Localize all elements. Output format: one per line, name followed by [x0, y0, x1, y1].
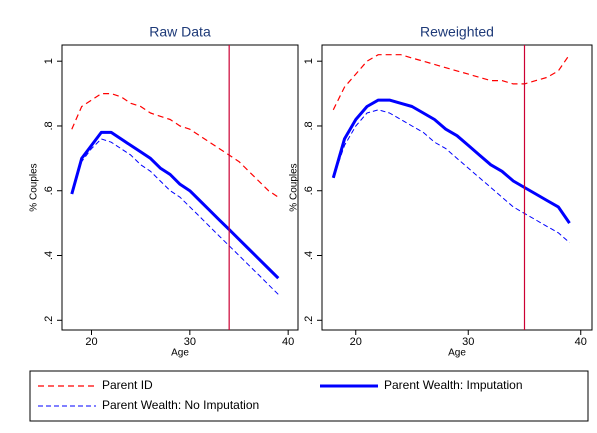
- series-line: [70, 130, 280, 280]
- y-tick-label: .2: [303, 316, 315, 325]
- series-line: [71, 138, 279, 295]
- x-tick-label: 30: [184, 336, 196, 348]
- legend-box: [29, 370, 589, 422]
- plot-frame: [61, 44, 299, 331]
- x-axis-label: Age: [448, 348, 466, 359]
- y-tick-label: .4: [43, 251, 55, 260]
- legend-label: Parent Wealth: Imputation: [384, 378, 523, 392]
- y-tick-label: .6: [43, 186, 55, 195]
- x-tick-label: 20: [350, 336, 362, 348]
- series-line: [331, 98, 571, 224]
- y-tick-label: 1: [303, 58, 315, 64]
- series-line: [332, 109, 570, 243]
- y-axis-label: % Couples: [289, 163, 300, 211]
- x-tick-label: 30: [462, 336, 474, 348]
- y-tick-label: 1: [43, 58, 55, 64]
- x-tick-label: 20: [85, 336, 97, 348]
- y-tick-label: .2: [43, 316, 55, 325]
- y-tick-label: .8: [43, 121, 55, 130]
- plot-frame: [321, 44, 593, 331]
- panel-title: Reweighted: [420, 24, 494, 40]
- legend-label: Parent Wealth: No Imputation: [102, 398, 259, 412]
- panel-title: Raw Data: [149, 24, 211, 40]
- x-tick-label: 40: [282, 336, 294, 348]
- series-line: [71, 93, 279, 198]
- y-tick-label: .4: [303, 251, 315, 260]
- y-tick-label: .6: [303, 186, 315, 195]
- y-tick-label: .8: [303, 121, 315, 130]
- x-tick-label: 40: [575, 336, 587, 348]
- x-axis-label: Age: [171, 348, 189, 359]
- y-axis-label: % Couples: [29, 163, 40, 211]
- legend-label: Parent ID: [102, 378, 153, 392]
